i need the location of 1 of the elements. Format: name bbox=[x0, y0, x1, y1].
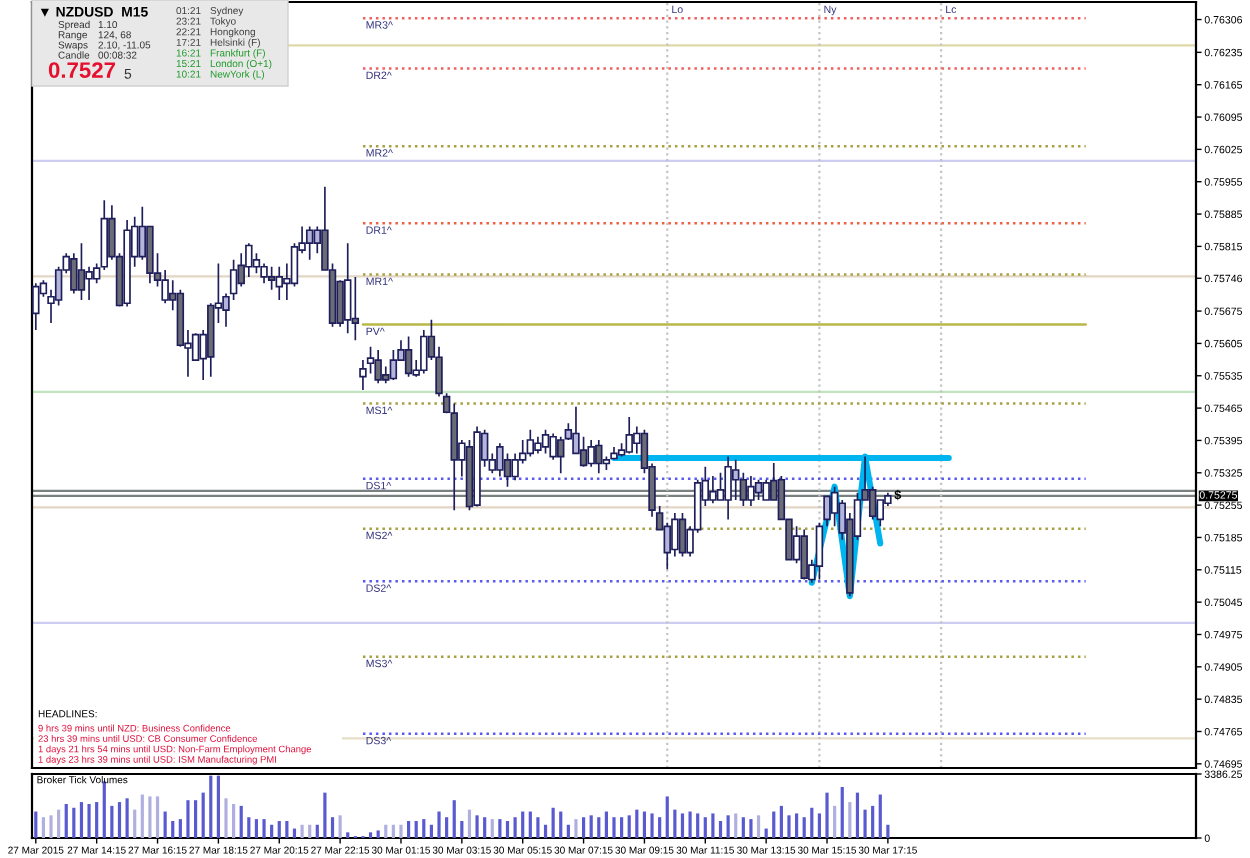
annotation: 0.7527 bbox=[48, 62, 115, 78]
